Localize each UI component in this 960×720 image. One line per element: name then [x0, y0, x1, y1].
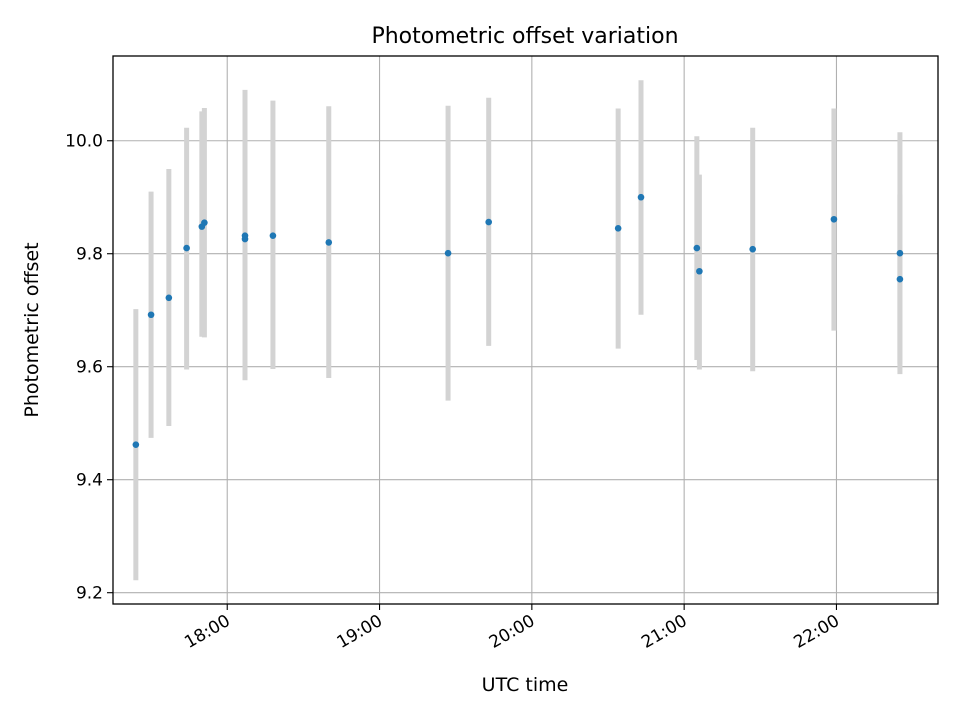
data-point	[325, 239, 333, 246]
data-point	[896, 249, 904, 257]
y-tick-label: 9.8	[76, 245, 103, 265]
data-point	[147, 311, 155, 319]
error-bars	[133, 80, 903, 581]
x-axis-label: UTC time	[482, 674, 569, 696]
y-tick-label: 9.2	[76, 584, 103, 604]
data-point	[896, 275, 904, 283]
x-tick-label: 22:00	[791, 611, 843, 653]
y-axis-ticks: 9.2 9.4 9.6 9.8 10.0	[65, 132, 113, 604]
data-point	[485, 218, 492, 226]
y-axis-label: Photometric offset	[21, 242, 43, 417]
data-points	[132, 193, 904, 448]
data-point	[637, 193, 645, 201]
y-tick-label: 10.0	[65, 132, 103, 152]
grid	[113, 56, 938, 604]
data-point	[183, 244, 190, 252]
y-tick-label: 9.6	[76, 358, 103, 378]
data-point	[830, 215, 838, 223]
x-tick-label: 19:00	[334, 611, 386, 653]
data-point	[749, 245, 756, 253]
x-tick-label: 18:00	[181, 611, 233, 653]
data-point	[269, 232, 277, 239]
data-point	[693, 244, 701, 252]
data-point	[132, 441, 140, 448]
data-point	[696, 267, 703, 275]
x-axis-ticks: 18:00 19:00 20:00 21:00 22:00	[181, 604, 843, 653]
data-point	[614, 225, 622, 232]
plot-frame	[112, 55, 939, 605]
data-point	[241, 235, 249, 243]
y-tick-label: 9.4	[76, 471, 103, 491]
data-point	[444, 249, 452, 257]
data-point	[201, 219, 208, 226]
x-tick-label: 20:00	[486, 611, 538, 653]
chart-title: Photometric offset variation	[371, 24, 678, 49]
data-point	[165, 294, 173, 302]
x-tick-label: 21:00	[638, 611, 690, 653]
